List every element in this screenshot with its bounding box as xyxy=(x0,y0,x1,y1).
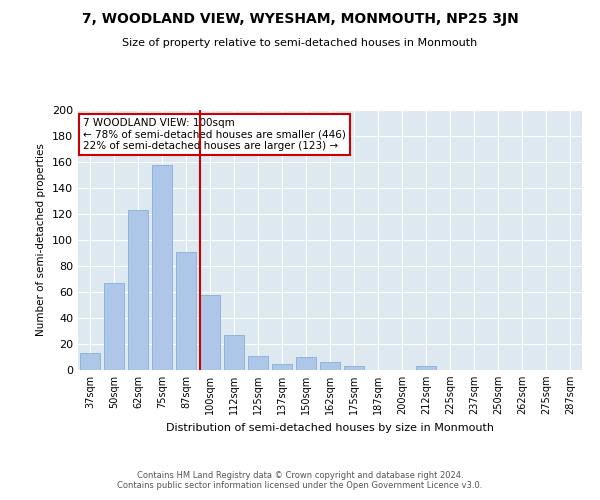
Bar xyxy=(248,356,268,370)
Bar xyxy=(152,164,172,370)
Y-axis label: Number of semi-detached properties: Number of semi-detached properties xyxy=(37,144,46,336)
Text: 7 WOODLAND VIEW: 100sqm
← 78% of semi-detached houses are smaller (446)
22% of s: 7 WOODLAND VIEW: 100sqm ← 78% of semi-de… xyxy=(83,118,346,151)
Text: 7, WOODLAND VIEW, WYESHAM, MONMOUTH, NP25 3JN: 7, WOODLAND VIEW, WYESHAM, MONMOUTH, NP2… xyxy=(82,12,518,26)
X-axis label: Distribution of semi-detached houses by size in Monmouth: Distribution of semi-detached houses by … xyxy=(166,422,494,432)
Bar xyxy=(128,210,148,370)
Bar xyxy=(104,283,124,370)
Bar xyxy=(176,252,196,370)
Bar xyxy=(272,364,292,370)
Bar xyxy=(416,366,436,370)
Bar xyxy=(200,294,220,370)
Bar xyxy=(296,357,316,370)
Text: Contains HM Land Registry data © Crown copyright and database right 2024.
Contai: Contains HM Land Registry data © Crown c… xyxy=(118,470,482,490)
Text: Size of property relative to semi-detached houses in Monmouth: Size of property relative to semi-detach… xyxy=(122,38,478,48)
Bar xyxy=(320,362,340,370)
Bar xyxy=(80,353,100,370)
Bar xyxy=(224,335,244,370)
Bar xyxy=(344,366,364,370)
